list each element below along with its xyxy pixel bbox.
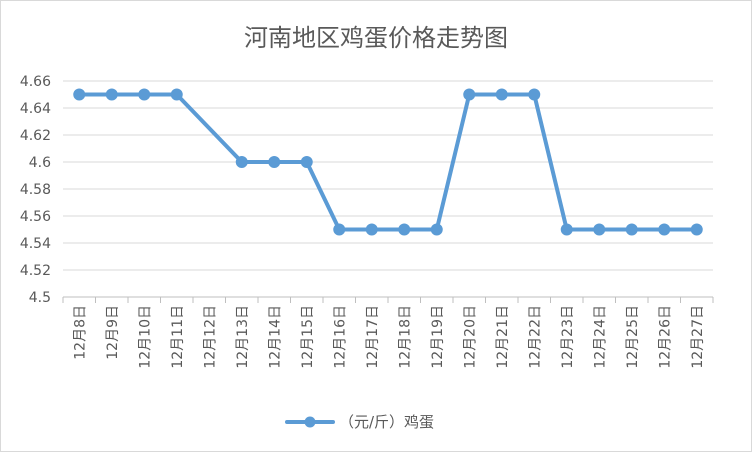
x-tick-label: 12月14日 xyxy=(267,305,283,369)
data-point xyxy=(495,88,508,101)
x-tick-label: 12月15日 xyxy=(300,305,316,369)
y-axis: 4.5 4.52 4.54 4.56 4.58 4.6 4.62 4.64 4.66 xyxy=(20,74,51,306)
data-point xyxy=(430,223,443,236)
data-point xyxy=(365,223,378,236)
data-point xyxy=(138,88,151,101)
x-tick-label: 12月24日 xyxy=(592,305,608,369)
y-tick-label: 4.62 xyxy=(20,128,51,144)
gridlines xyxy=(63,80,713,271)
x-tick-label: 12月23日 xyxy=(560,305,576,369)
data-point xyxy=(235,156,248,168)
data-point xyxy=(73,88,86,101)
x-tick-label: 12月26日 xyxy=(657,305,673,369)
y-tick-label: 4.6 xyxy=(29,155,51,171)
x-tick-label: 12月10日 xyxy=(137,305,153,369)
data-point xyxy=(333,223,346,236)
y-tick-label: 4.64 xyxy=(20,101,51,117)
x-tick-label: 12月12日 xyxy=(202,305,218,369)
x-tick-label: 12月8日 xyxy=(72,305,88,360)
data-point xyxy=(170,88,183,101)
x-tick-label: 12月21日 xyxy=(495,305,511,369)
x-tick-label: 12月19日 xyxy=(430,305,446,369)
x-tick-label: 12月17日 xyxy=(365,305,381,369)
data-point xyxy=(625,223,638,236)
data-point xyxy=(658,223,671,236)
data-point xyxy=(690,223,703,236)
x-tick-label: 12月11日 xyxy=(170,305,186,369)
series-layer xyxy=(73,88,703,236)
x-tick-label: 12月18日 xyxy=(397,305,413,369)
legend: （元/斤）鸡蛋 xyxy=(285,413,434,431)
x-tick-label: 12月22日 xyxy=(527,305,543,369)
legend-swatch-marker xyxy=(304,416,316,428)
x-tick-label: 12月27日 xyxy=(690,305,706,369)
data-point xyxy=(105,88,118,101)
y-tick-label: 4.54 xyxy=(20,236,51,252)
data-point xyxy=(560,223,573,236)
y-tick-label: 4.5 xyxy=(29,290,51,306)
y-tick-label: 4.58 xyxy=(20,182,51,198)
x-tick-label: 12月13日 xyxy=(235,305,251,369)
y-tick-label: 4.66 xyxy=(20,74,51,90)
data-point xyxy=(398,223,411,236)
data-point xyxy=(593,223,606,236)
x-tick-label: 12月20日 xyxy=(462,305,478,369)
legend-label: （元/斤）鸡蛋 xyxy=(339,413,434,431)
data-point xyxy=(463,88,476,101)
y-tick-label: 4.52 xyxy=(20,263,51,279)
chart-title: 河南地区鸡蛋价格走势图 xyxy=(244,24,508,52)
data-point xyxy=(300,156,313,168)
x-axis: 12月8日 12月9日 12月10日 12月11日 12月12日 12月13日 12月14日… xyxy=(62,296,714,369)
x-tick-label: 12月25日 xyxy=(625,305,641,369)
y-tick-label: 4.56 xyxy=(20,209,51,225)
data-point xyxy=(528,88,541,101)
x-tick-label: 12月9日 xyxy=(105,305,121,360)
x-tick-label: 12月16日 xyxy=(332,305,348,369)
data-point xyxy=(268,156,281,168)
